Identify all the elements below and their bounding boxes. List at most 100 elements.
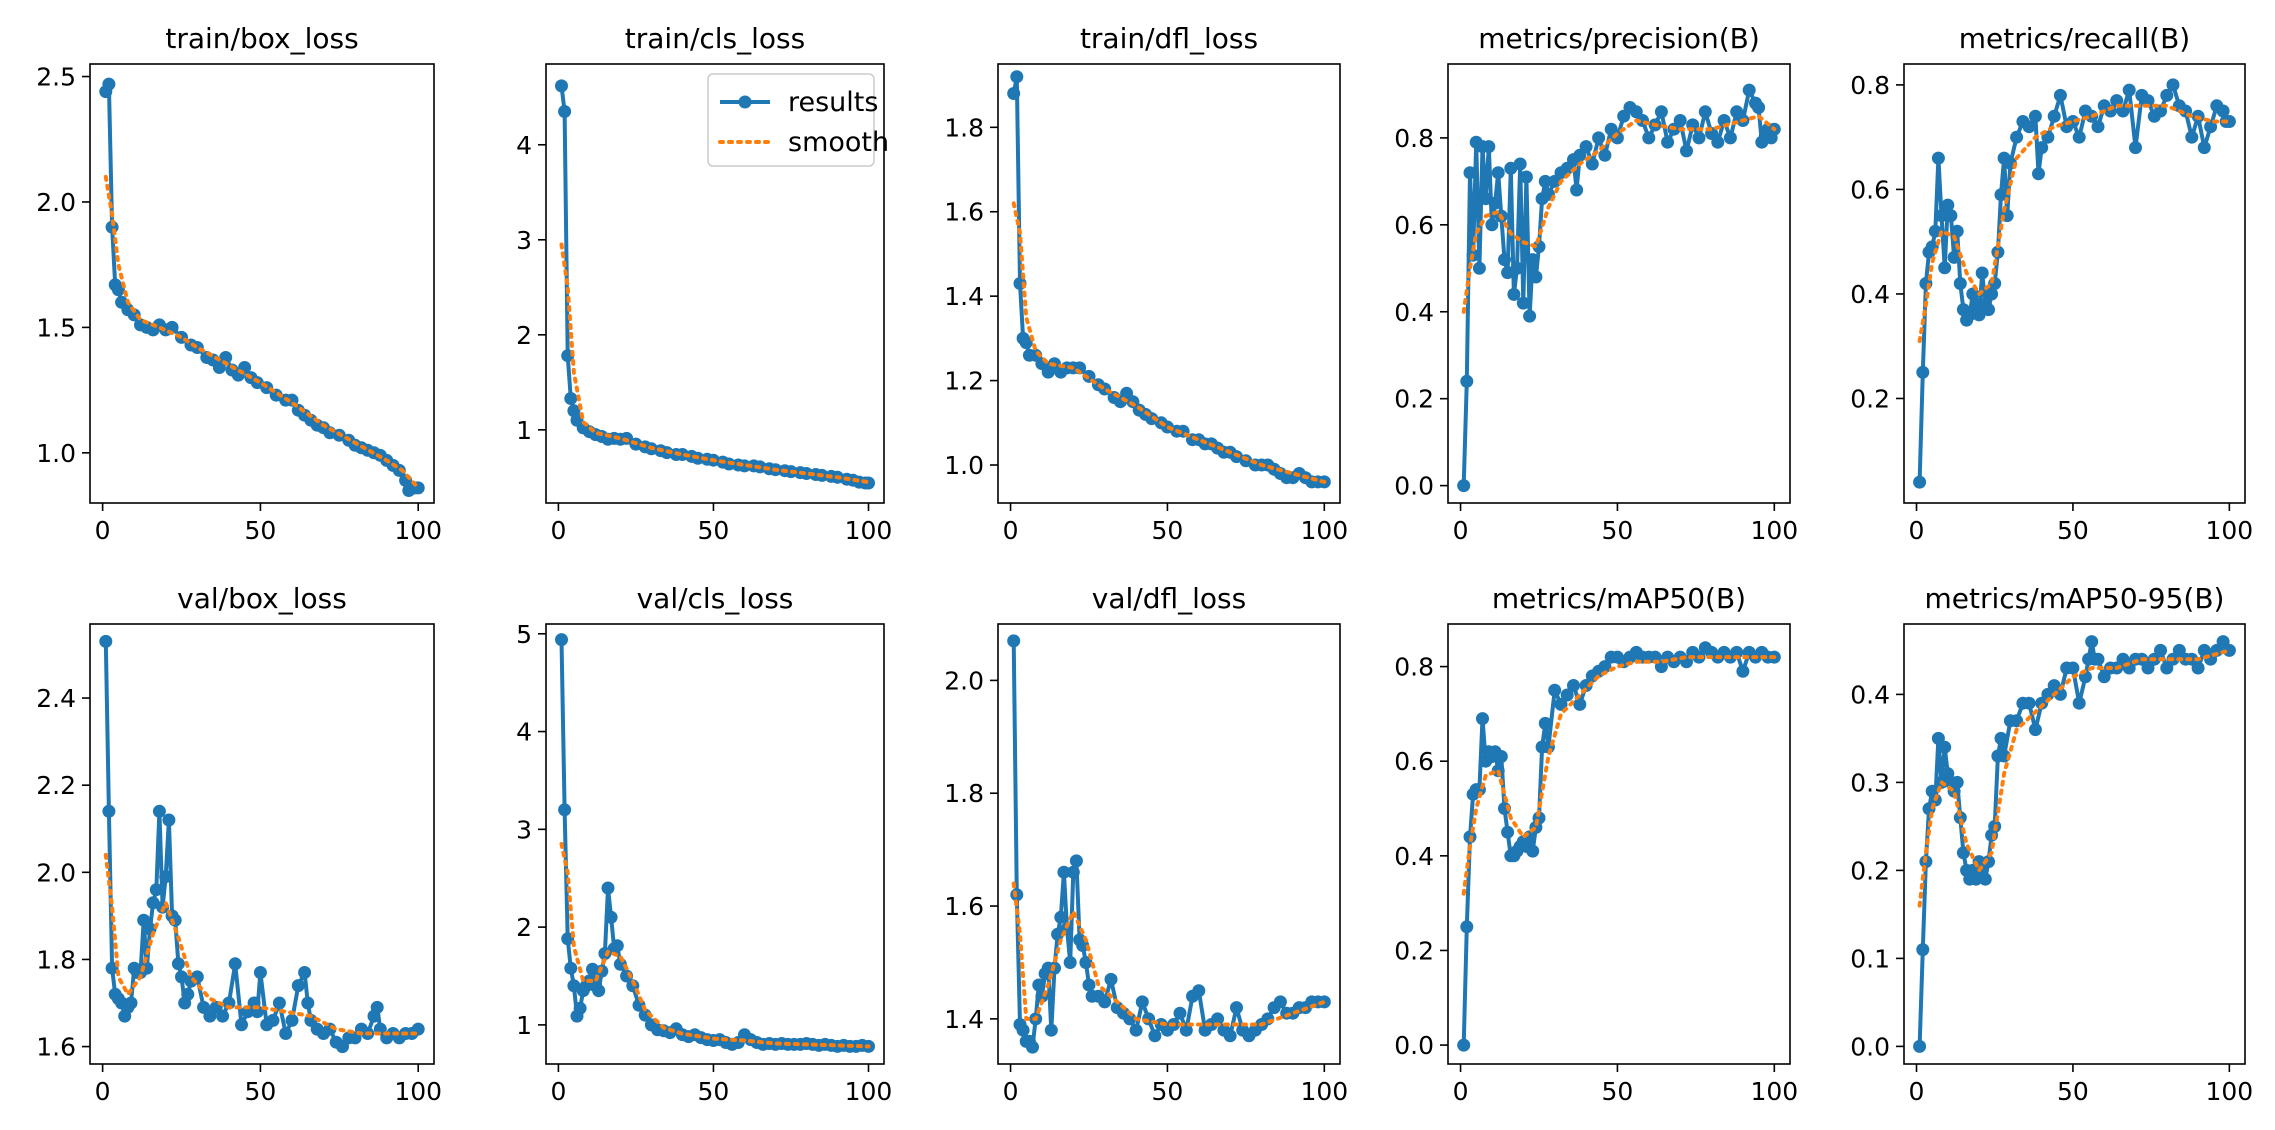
- data-point: [1179, 1023, 1193, 1037]
- subplot-metrics-precision-b: metrics/precision(B) 0 50 100 0.0 0.2 0.4 0.6 0.…: [1394, 22, 1798, 545]
- data-point: [1519, 170, 1533, 184]
- x-tick-label: 100: [1300, 1077, 1348, 1106]
- x-tick-label: 50: [1602, 516, 1634, 545]
- subplot-train-dfl-loss: train/dfl_loss 0 50 100 1.0 1.2 1.4 1.6 1.8: [944, 22, 1348, 545]
- data-point: [216, 1009, 230, 1023]
- subplot-train-box-loss: train/box_loss 0 50 100 1.0 1.5 2.0 2.5: [36, 22, 442, 545]
- x-tick-label: 100: [1750, 516, 1798, 545]
- data-point: [1598, 148, 1612, 162]
- y-tick-label: 2: [516, 321, 532, 350]
- data-point: [162, 813, 176, 827]
- axes-frame: [1903, 63, 2246, 504]
- data-point: [564, 392, 578, 405]
- data-point: [1698, 105, 1712, 119]
- axes-frame: [1447, 623, 1791, 1065]
- data-point: [1579, 679, 1593, 692]
- y-tick-label: 0.2: [1850, 384, 1890, 413]
- y-tick-label: 2.5: [36, 63, 76, 92]
- data-point: [152, 804, 166, 818]
- data-point: [1941, 198, 1955, 212]
- data-point: [1098, 995, 1112, 1009]
- data-point: [2160, 88, 2174, 102]
- data-point: [1642, 131, 1656, 145]
- data-point: [1598, 660, 1612, 674]
- y-tick-label: 2.4: [36, 684, 76, 713]
- data-point: [1513, 157, 1527, 171]
- data-point: [181, 987, 195, 1001]
- subplot-title: metrics/mAP50-95(B): [1925, 582, 2225, 615]
- data-point: [1752, 101, 1766, 114]
- y-tick-label: 2.2: [36, 771, 76, 800]
- data-point: [1654, 105, 1668, 119]
- data-point: [592, 984, 606, 998]
- data-point: [1054, 910, 1068, 924]
- data-point: [558, 803, 572, 817]
- y-tick-label: 3: [516, 815, 532, 844]
- data-point: [555, 79, 568, 93]
- y-tick-label: 0.4: [1394, 298, 1434, 327]
- data-point: [2185, 130, 2199, 144]
- data-point: [1082, 978, 1096, 992]
- data-point: [1211, 1012, 1225, 1026]
- data-point: [1978, 872, 1992, 886]
- data-point: [1953, 277, 1967, 290]
- data-point: [1463, 166, 1477, 180]
- data-point: [1570, 183, 1584, 197]
- data-point: [1579, 140, 1593, 154]
- data-point: [564, 961, 578, 975]
- data-point: [222, 996, 236, 1010]
- data-point: [1916, 365, 1930, 379]
- data-point: [2085, 635, 2099, 649]
- series-smooth-line: [1917, 103, 2232, 343]
- data-point: [1104, 972, 1118, 986]
- data-point: [1488, 196, 1502, 210]
- data-point: [1947, 250, 1961, 264]
- data-point: [1673, 114, 1687, 127]
- data-point: [1913, 1039, 1927, 1053]
- data-point: [1538, 716, 1552, 730]
- data-point: [2066, 115, 2080, 128]
- data-point: [1736, 664, 1750, 678]
- data-point: [573, 1001, 587, 1015]
- data-point: [2166, 78, 2180, 92]
- data-point: [1567, 679, 1580, 692]
- data-point: [1523, 309, 1537, 323]
- x-tick-label: 0: [1909, 516, 1925, 545]
- data-point: [2072, 130, 2086, 144]
- data-point: [1016, 1023, 1030, 1037]
- data-point: [298, 966, 312, 979]
- data-point: [2047, 109, 2061, 123]
- x-tick-label: 100: [394, 1077, 442, 1106]
- y-tick-label: 1.6: [944, 198, 984, 227]
- axes-frame: [1903, 623, 2246, 1065]
- data-point: [610, 939, 624, 953]
- data-point: [1129, 1023, 1143, 1037]
- y-tick-label: 0.4: [1850, 680, 1890, 709]
- x-tick-label: 0: [550, 516, 566, 545]
- x-tick-label: 0: [1909, 1077, 1925, 1106]
- y-tick-label: 0.8: [1394, 653, 1434, 682]
- data-point: [1135, 995, 1149, 1009]
- data-point: [1460, 920, 1474, 934]
- data-point: [2222, 643, 2236, 657]
- y-tick-label: 1.5: [36, 313, 76, 342]
- data-point: [1730, 645, 1744, 659]
- series-smooth-line: [103, 174, 421, 490]
- axes-frame: [997, 63, 1341, 504]
- data-point: [1044, 1023, 1058, 1037]
- data-point: [561, 932, 575, 946]
- data-point: [266, 1013, 280, 1027]
- y-tick-label: 0.4: [1394, 842, 1434, 871]
- data-point: [212, 361, 226, 374]
- data-point: [1982, 303, 1995, 317]
- series-smooth-line: [559, 842, 871, 1049]
- axes-frame: [89, 623, 435, 1065]
- x-tick-label: 0: [95, 1077, 111, 1106]
- x-tick-label: 50: [698, 1077, 730, 1106]
- legend-results-label: results: [788, 87, 878, 118]
- data-point: [2222, 115, 2236, 128]
- data-point: [1554, 697, 1568, 711]
- data-point: [1692, 131, 1706, 145]
- x-tick-label: 50: [2057, 1077, 2089, 1106]
